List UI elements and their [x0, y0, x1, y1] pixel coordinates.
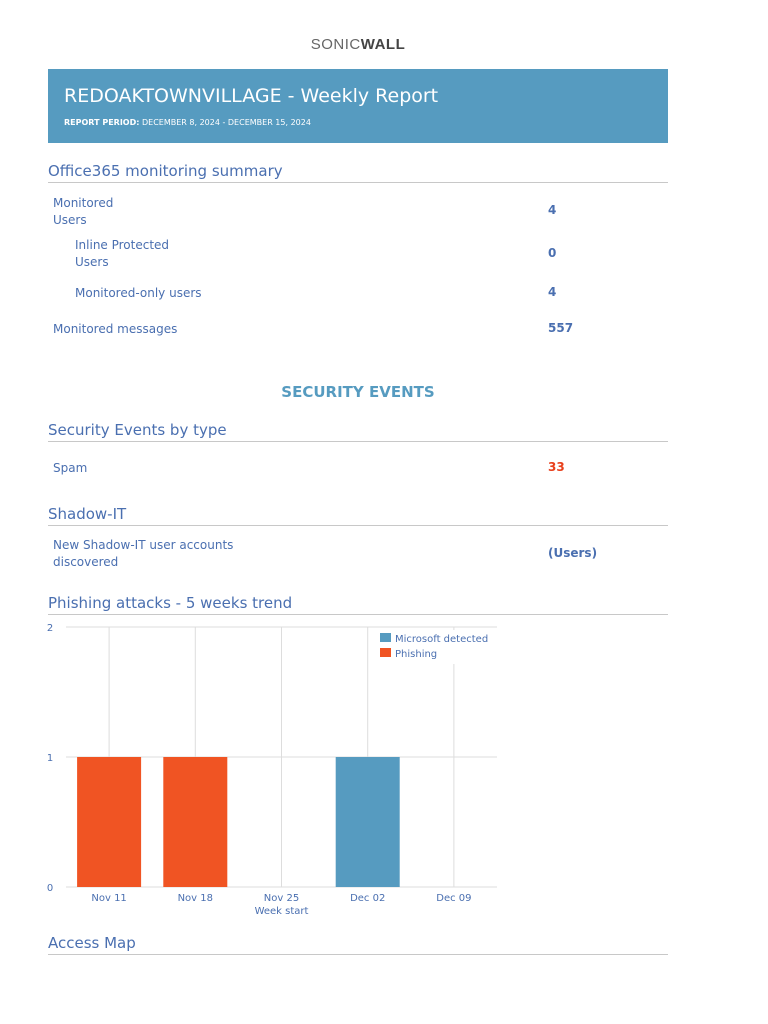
y-tick-label: 0	[47, 883, 53, 894]
y-tick-label: 1	[47, 753, 53, 764]
x-tick-label: Dec 09	[436, 893, 471, 904]
events-heading: Security Events by type	[48, 421, 668, 442]
legend-swatch	[380, 648, 391, 657]
summary-label: Inline Protected Users	[75, 238, 170, 269]
x-tick-label: Dec 02	[350, 893, 385, 904]
bar-microsoft-detected	[335, 757, 400, 887]
report-title: REDOAKTOWNVILLAGE - Weekly Report	[64, 85, 439, 107]
summary-value: 557	[548, 321, 574, 335]
access-map-heading: Access Map	[48, 934, 668, 955]
shadow-it-value: (Users)	[548, 546, 598, 560]
x-tick-label: Nov 11	[91, 893, 126, 904]
summary-label: Monitored Users	[53, 196, 114, 227]
event-label: Spam	[53, 461, 88, 475]
summary-label: Monitored-only users	[75, 286, 202, 300]
y-tick-label: 2	[47, 623, 53, 634]
phishing-chart: 0 1 2 Nov 11 Nov 18 Nov 25 Dec 02 Dec 09 Week st…	[47, 623, 497, 917]
event-value: 33	[548, 460, 565, 474]
summary-value: 4	[548, 285, 557, 299]
summary-value: 0	[548, 246, 557, 260]
shadow-it-heading: Shadow-IT	[48, 505, 668, 526]
phishing-heading: Phishing attacks - 5 weeks trend	[48, 594, 668, 615]
shadow-it-label: New Shadow-IT user accounts discovered	[53, 538, 234, 569]
summary-value: 4	[548, 203, 557, 217]
bar-phishing	[163, 757, 228, 887]
security-events-heading: SECURITY EVENTS	[281, 383, 435, 401]
summary-label: Monitored messages	[53, 322, 178, 336]
x-tick-label: Nov 18	[178, 893, 213, 904]
legend-label: Phishing	[395, 649, 437, 660]
report-period: REPORT PERIOD: DECEMBER 8, 2024 - DECEMB…	[64, 118, 311, 127]
legend-label: Microsoft detected	[395, 634, 488, 645]
x-axis-label: Week start	[255, 906, 309, 917]
sonicwall-logo: SONICWALL	[310, 36, 406, 53]
bar-phishing	[77, 757, 142, 887]
legend-swatch	[380, 633, 391, 642]
report-banner	[48, 69, 668, 143]
legend-background	[375, 630, 497, 664]
x-tick-label: Nov 25	[264, 893, 299, 904]
summary-heading: Office365 monitoring summary	[48, 162, 668, 183]
